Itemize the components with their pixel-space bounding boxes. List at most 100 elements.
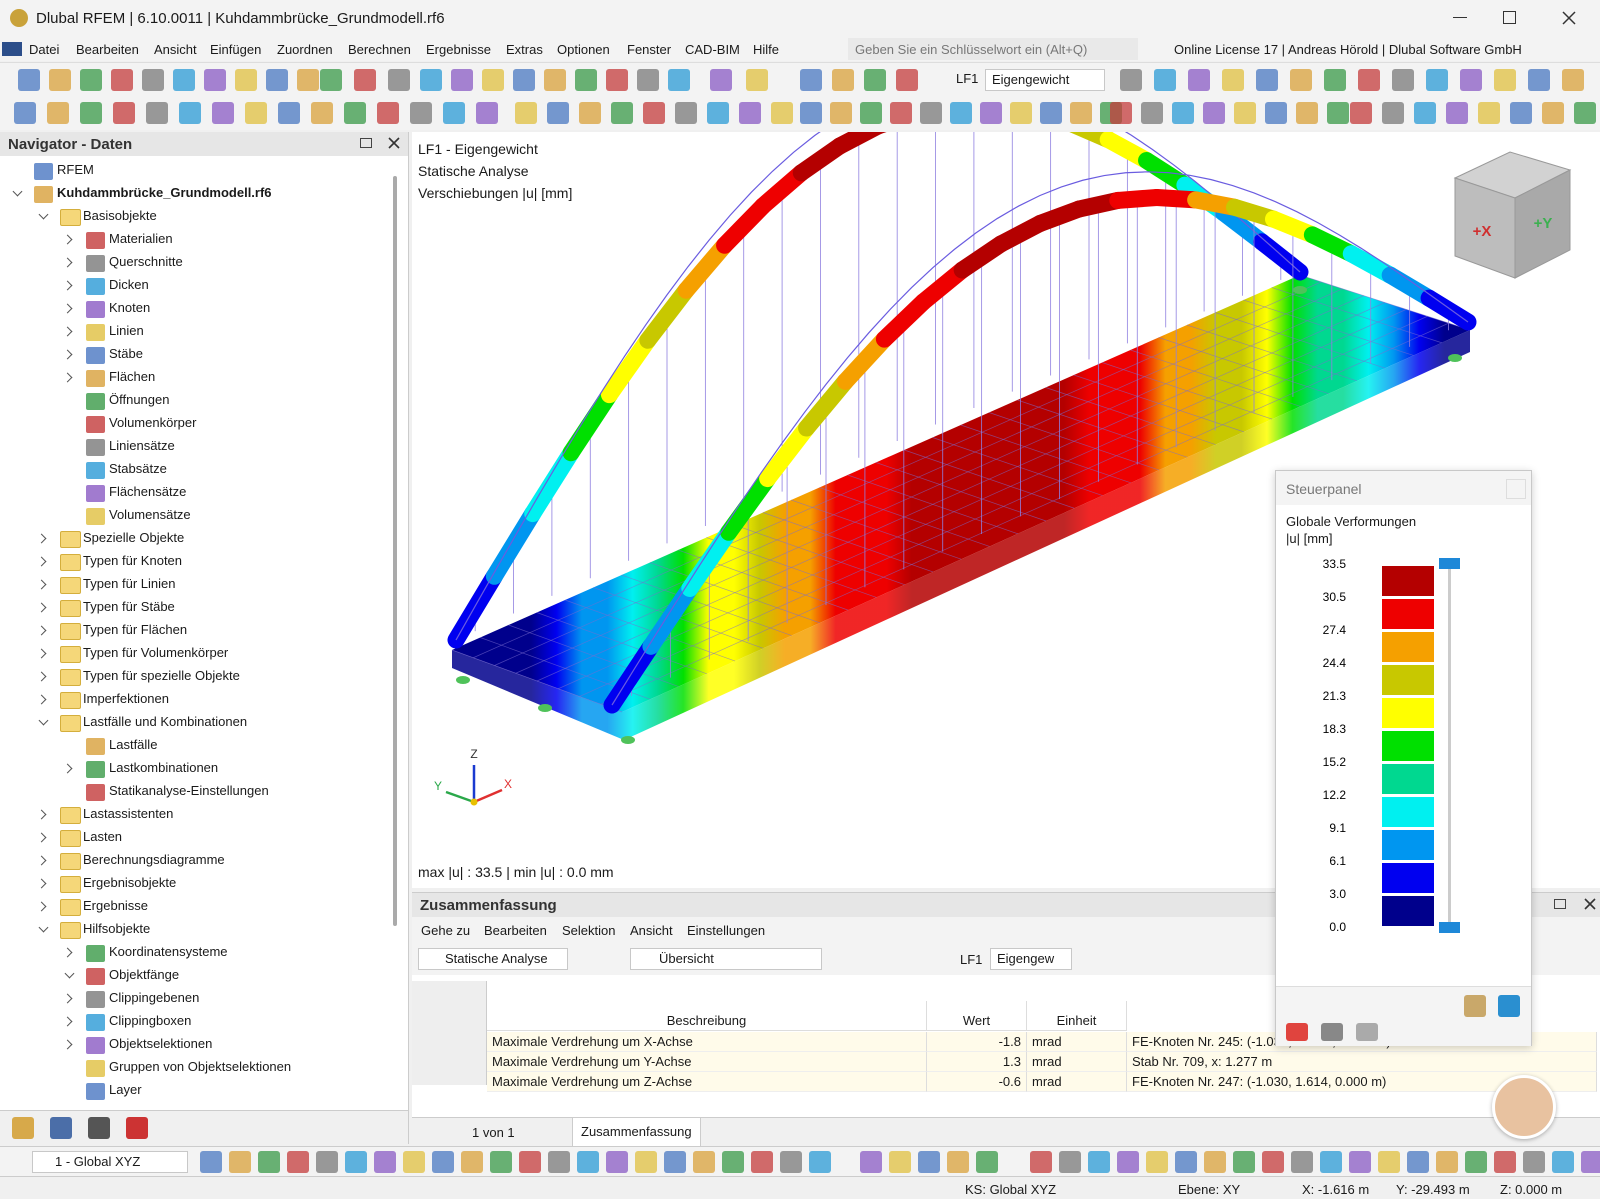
toolbar-button[interactable] bbox=[1542, 102, 1564, 124]
toolbar-button[interactable] bbox=[513, 69, 535, 91]
toolbar-button[interactable] bbox=[1446, 102, 1468, 124]
toolbar-button[interactable] bbox=[1562, 69, 1584, 91]
close-button[interactable] bbox=[1506, 479, 1526, 499]
toolbar-button[interactable] bbox=[1175, 1151, 1197, 1173]
toolbar-button[interactable] bbox=[354, 69, 376, 91]
toolbar-button[interactable] bbox=[1494, 1151, 1516, 1173]
panel-tab[interactable] bbox=[1286, 1023, 1308, 1041]
menu-item[interactable]: Datei bbox=[29, 42, 60, 57]
toolbar-button[interactable] bbox=[80, 69, 102, 91]
tree-expander[interactable] bbox=[62, 947, 73, 958]
toolbar-button[interactable] bbox=[950, 102, 972, 124]
slider-handle[interactable] bbox=[1439, 922, 1460, 933]
menu-item[interactable]: Bearbeiten bbox=[76, 42, 139, 57]
toolbar-button[interactable] bbox=[947, 1151, 969, 1173]
menu-item[interactable]: Ergebnisse bbox=[426, 42, 492, 57]
toolbar-button[interactable] bbox=[451, 69, 473, 91]
toolbar-button[interactable] bbox=[1327, 102, 1349, 124]
toolbar-button[interactable] bbox=[1290, 69, 1312, 91]
toolbar-button[interactable] bbox=[918, 1151, 940, 1173]
analysis-combo[interactable]: Statische Analyse bbox=[418, 948, 568, 970]
toolbar-button[interactable] bbox=[1262, 1151, 1284, 1173]
tree-item[interactable]: Typen für Volumenkörper bbox=[83, 645, 229, 660]
load-case-combo[interactable]: Eigengew bbox=[990, 948, 1072, 970]
tree-expander[interactable] bbox=[36, 671, 47, 682]
toolbar-button[interactable] bbox=[1382, 102, 1404, 124]
tree-item[interactable]: Statikanalyse-Einstellungen bbox=[109, 783, 269, 798]
toolbar-button[interactable] bbox=[1222, 69, 1244, 91]
close-button[interactable] bbox=[1584, 898, 1596, 910]
tree-expander[interactable] bbox=[64, 968, 75, 979]
toolbar-button[interactable] bbox=[1358, 69, 1380, 91]
toolbar-button[interactable] bbox=[316, 1151, 338, 1173]
toolbar-button[interactable] bbox=[1088, 1151, 1110, 1173]
toolbar-button[interactable] bbox=[374, 1151, 396, 1173]
tree-item[interactable]: Flächensätze bbox=[109, 484, 187, 499]
tree-item[interactable]: Typen für Linien bbox=[83, 576, 176, 591]
toolbar-button[interactable] bbox=[229, 1151, 251, 1173]
toolbar-button[interactable] bbox=[1392, 69, 1414, 91]
toolbar-button[interactable] bbox=[1436, 1151, 1458, 1173]
toolbar-button[interactable] bbox=[297, 69, 319, 91]
tree-item[interactable]: Gruppen von Objektselektionen bbox=[109, 1059, 292, 1074]
toolbar-button[interactable] bbox=[1528, 69, 1550, 91]
toolbar-button[interactable] bbox=[344, 102, 366, 124]
menu-item[interactable]: Einfügen bbox=[210, 42, 262, 57]
tree-expander[interactable] bbox=[62, 1039, 73, 1050]
panel-button[interactable] bbox=[1498, 995, 1520, 1017]
app-menu-icon[interactable] bbox=[2, 42, 22, 56]
toolbar-button[interactable] bbox=[722, 1151, 744, 1173]
coordinate-system-combo[interactable]: 1 - Global XYZ bbox=[32, 1151, 188, 1173]
close-button[interactable] bbox=[1562, 11, 1576, 25]
toolbar-button[interactable] bbox=[49, 69, 71, 91]
menu-item[interactable]: Extras bbox=[506, 42, 543, 57]
menu-item[interactable]: Ansicht bbox=[630, 923, 673, 938]
toolbar-button[interactable] bbox=[643, 102, 665, 124]
tree-item[interactable]: Linien bbox=[109, 323, 144, 338]
toolbar-button[interactable] bbox=[1465, 1151, 1487, 1173]
menu-item[interactable]: Bearbeiten bbox=[484, 923, 547, 938]
tree-item[interactable]: Layer bbox=[109, 1082, 142, 1097]
toolbar-button[interactable] bbox=[1523, 1151, 1545, 1173]
tree-expander[interactable] bbox=[36, 809, 47, 820]
toolbar-button[interactable] bbox=[707, 102, 729, 124]
toolbar-button[interactable] bbox=[515, 102, 537, 124]
tree-item[interactable]: Koordinatensysteme bbox=[109, 944, 228, 959]
menu-item[interactable]: CAD-BIM bbox=[685, 42, 740, 57]
toolbar-button[interactable] bbox=[482, 69, 504, 91]
toolbar-button[interactable] bbox=[635, 1151, 657, 1173]
toolbar-button[interactable] bbox=[142, 69, 164, 91]
search-box[interactable] bbox=[848, 38, 1138, 60]
toolbar-button[interactable] bbox=[1117, 1151, 1139, 1173]
toolbar-button[interactable] bbox=[1320, 1151, 1342, 1173]
toolbar-button[interactable] bbox=[832, 69, 854, 91]
tree-item[interactable]: Typen für spezielle Objekte bbox=[83, 668, 240, 683]
assistant-avatar[interactable] bbox=[1492, 1075, 1556, 1139]
toolbar-button[interactable] bbox=[1040, 102, 1062, 124]
toolbar-button[interactable] bbox=[14, 102, 36, 124]
toolbar-button[interactable] bbox=[1256, 69, 1278, 91]
tree-item[interactable]: Typen für Stäbe bbox=[83, 599, 175, 614]
tree-item[interactable]: Hilfsobjekte bbox=[83, 921, 151, 936]
tree-item[interactable]: Basisobjekte bbox=[83, 208, 157, 223]
tree-item[interactable]: Stabsätze bbox=[109, 461, 167, 476]
tree-expander[interactable] bbox=[62, 257, 73, 268]
toolbar-button[interactable] bbox=[1574, 102, 1596, 124]
tree-expander[interactable] bbox=[62, 1016, 73, 1027]
toolbar-button[interactable] bbox=[420, 69, 442, 91]
tree-item[interactable]: Ergebnisse bbox=[83, 898, 149, 913]
toolbar-button[interactable] bbox=[47, 102, 69, 124]
maximize-button[interactable] bbox=[1503, 11, 1516, 24]
toolbar-button[interactable] bbox=[113, 102, 135, 124]
tree-item[interactable]: Typen für Knoten bbox=[83, 553, 183, 568]
tree-expander[interactable] bbox=[62, 763, 73, 774]
menu-item[interactable]: Hilfe bbox=[753, 42, 780, 57]
toolbar-button[interactable] bbox=[976, 1151, 998, 1173]
tree-item[interactable]: Dicken bbox=[109, 277, 149, 292]
float-button[interactable] bbox=[1554, 899, 1566, 909]
tree-item[interactable]: Volumenkörper bbox=[109, 415, 197, 430]
toolbar-button[interactable] bbox=[830, 102, 852, 124]
toolbar-button[interactable] bbox=[410, 102, 432, 124]
toolbar-button[interactable] bbox=[864, 69, 886, 91]
toolbar-button[interactable] bbox=[889, 1151, 911, 1173]
